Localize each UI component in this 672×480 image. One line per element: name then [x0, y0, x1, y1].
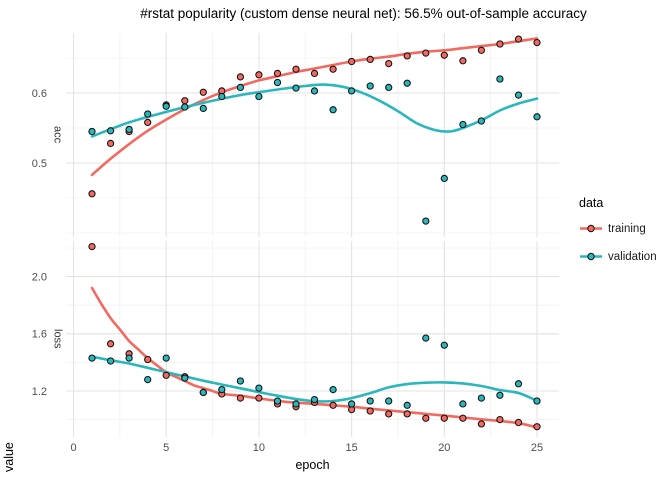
svg-text:0.6: 0.6 [32, 88, 47, 100]
validation-key-icon [580, 252, 602, 261]
svg-text:2.0: 2.0 [32, 271, 47, 283]
svg-text:20: 20 [438, 442, 450, 454]
legend-title: data [579, 196, 604, 210]
gridlines-minor-acc [66, 33, 559, 237]
chart-title: #rstat popularity (custom dense neural n… [140, 6, 587, 21]
svg-text:10: 10 [253, 442, 265, 454]
training-key-icon [580, 224, 602, 233]
gridlines-minor-loss [66, 241, 559, 437]
svg-text:0.5: 0.5 [32, 158, 47, 170]
svg-text:0: 0 [70, 442, 76, 454]
svg-text:1.2: 1.2 [32, 386, 47, 398]
facet-strip-loss: loss [51, 329, 64, 349]
legend-entry-validation: validation [579, 248, 657, 265]
legend: data training validation [579, 196, 657, 276]
svg-text:25: 25 [531, 442, 543, 454]
legend-entry-training: training [579, 220, 657, 237]
smooth-line-training-loss [90, 286, 539, 429]
points-validation-acc [88, 75, 541, 225]
x-tick-labels: 0 5 10 15 20 25 [70, 442, 543, 454]
facet-strip-acc: acc [51, 126, 64, 144]
svg-text:15: 15 [345, 442, 357, 454]
smooth-line-training-acc [90, 37, 539, 177]
x-axis-title: epoch [295, 458, 330, 472]
smooth-line-validation-loss [90, 355, 539, 403]
points-validation-loss [88, 334, 541, 409]
points-training-acc [88, 35, 541, 198]
legend-label-validation: validation [608, 250, 657, 263]
svg-text:5: 5 [163, 442, 169, 454]
legend-label-training: training [608, 222, 646, 235]
gridlines-major-loss [66, 241, 559, 437]
y-tick-labels: 0.6 0.5 2.0 1.6 1.2 [32, 88, 47, 398]
svg-text:1.6: 1.6 [32, 329, 47, 341]
